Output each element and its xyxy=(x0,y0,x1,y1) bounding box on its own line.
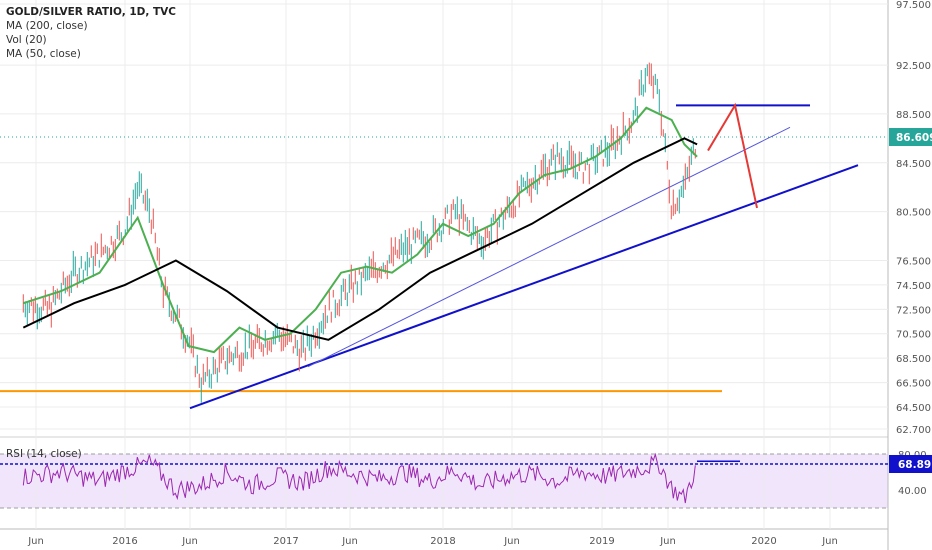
trendline-upper xyxy=(307,126,791,368)
price-axis-tick-label: 88.500 xyxy=(896,110,931,121)
price-axis-tick-label: 74.500 xyxy=(896,281,931,292)
rsi-last-badge xyxy=(889,454,932,473)
rsi-legend: RSI (14, close) xyxy=(6,448,82,460)
price-axis-tick-label: 64.500 xyxy=(896,403,931,414)
time-axis-tick-label: 2016 xyxy=(112,536,137,547)
time-axis-tick-label: 2017 xyxy=(273,536,298,547)
rsi-last-label: 68.89 xyxy=(898,459,931,471)
price-axis-tick-label: 72.500 xyxy=(896,305,931,316)
last-price-label: 86.609 xyxy=(896,132,932,144)
price-axis-tick-label: 76.500 xyxy=(896,256,931,267)
price-axis-tick-label: 84.500 xyxy=(896,159,931,170)
price-axis-tick-label: 92.500 xyxy=(896,61,931,72)
time-axis-tick-label: Jun xyxy=(821,536,838,547)
rsi-line xyxy=(22,452,696,504)
rsi-axis-tick-label: 40.00 xyxy=(898,486,927,497)
rsi-band xyxy=(0,454,888,508)
time-axis-tick-label: Jun xyxy=(503,536,520,547)
price-axis-tick-label: 80.500 xyxy=(896,208,931,219)
time-axis-tick-label: 2020 xyxy=(751,536,776,547)
time-axis-tick-label: 2018 xyxy=(430,536,455,547)
legend: GOLD/SILVER RATIO, 1D, TVC MA (200, clos… xyxy=(6,5,176,61)
projection-path xyxy=(707,102,758,209)
price-axis-tick-label: 66.500 xyxy=(896,379,931,390)
price-axis-tick-label: 62.700 xyxy=(896,425,931,436)
time-axis-tick-label: Jun xyxy=(341,536,358,547)
price-axis-tick-label: 70.500 xyxy=(896,330,931,341)
ma50-line xyxy=(22,106,698,354)
time-axis-tick-label: 2019 xyxy=(589,536,614,547)
last-price-badge xyxy=(889,128,932,147)
time-axis-tick-label: Jun xyxy=(27,536,44,547)
legend-ma200: MA (200, close) xyxy=(6,20,88,32)
price-axis-tick-label: 68.500 xyxy=(896,354,931,365)
trendline-lower xyxy=(189,164,859,410)
time-axis-tick-label: Jun xyxy=(659,536,676,547)
ma200-line xyxy=(22,137,698,341)
legend-ma50: MA (50, close) xyxy=(6,48,81,60)
price-axis-tick-label: 97.500 xyxy=(896,0,931,11)
legend-vol: Vol (20) xyxy=(6,34,47,46)
legend-title: GOLD/SILVER RATIO, 1D, TVC xyxy=(6,6,177,18)
time-axis-tick-label: Jun xyxy=(181,536,198,547)
